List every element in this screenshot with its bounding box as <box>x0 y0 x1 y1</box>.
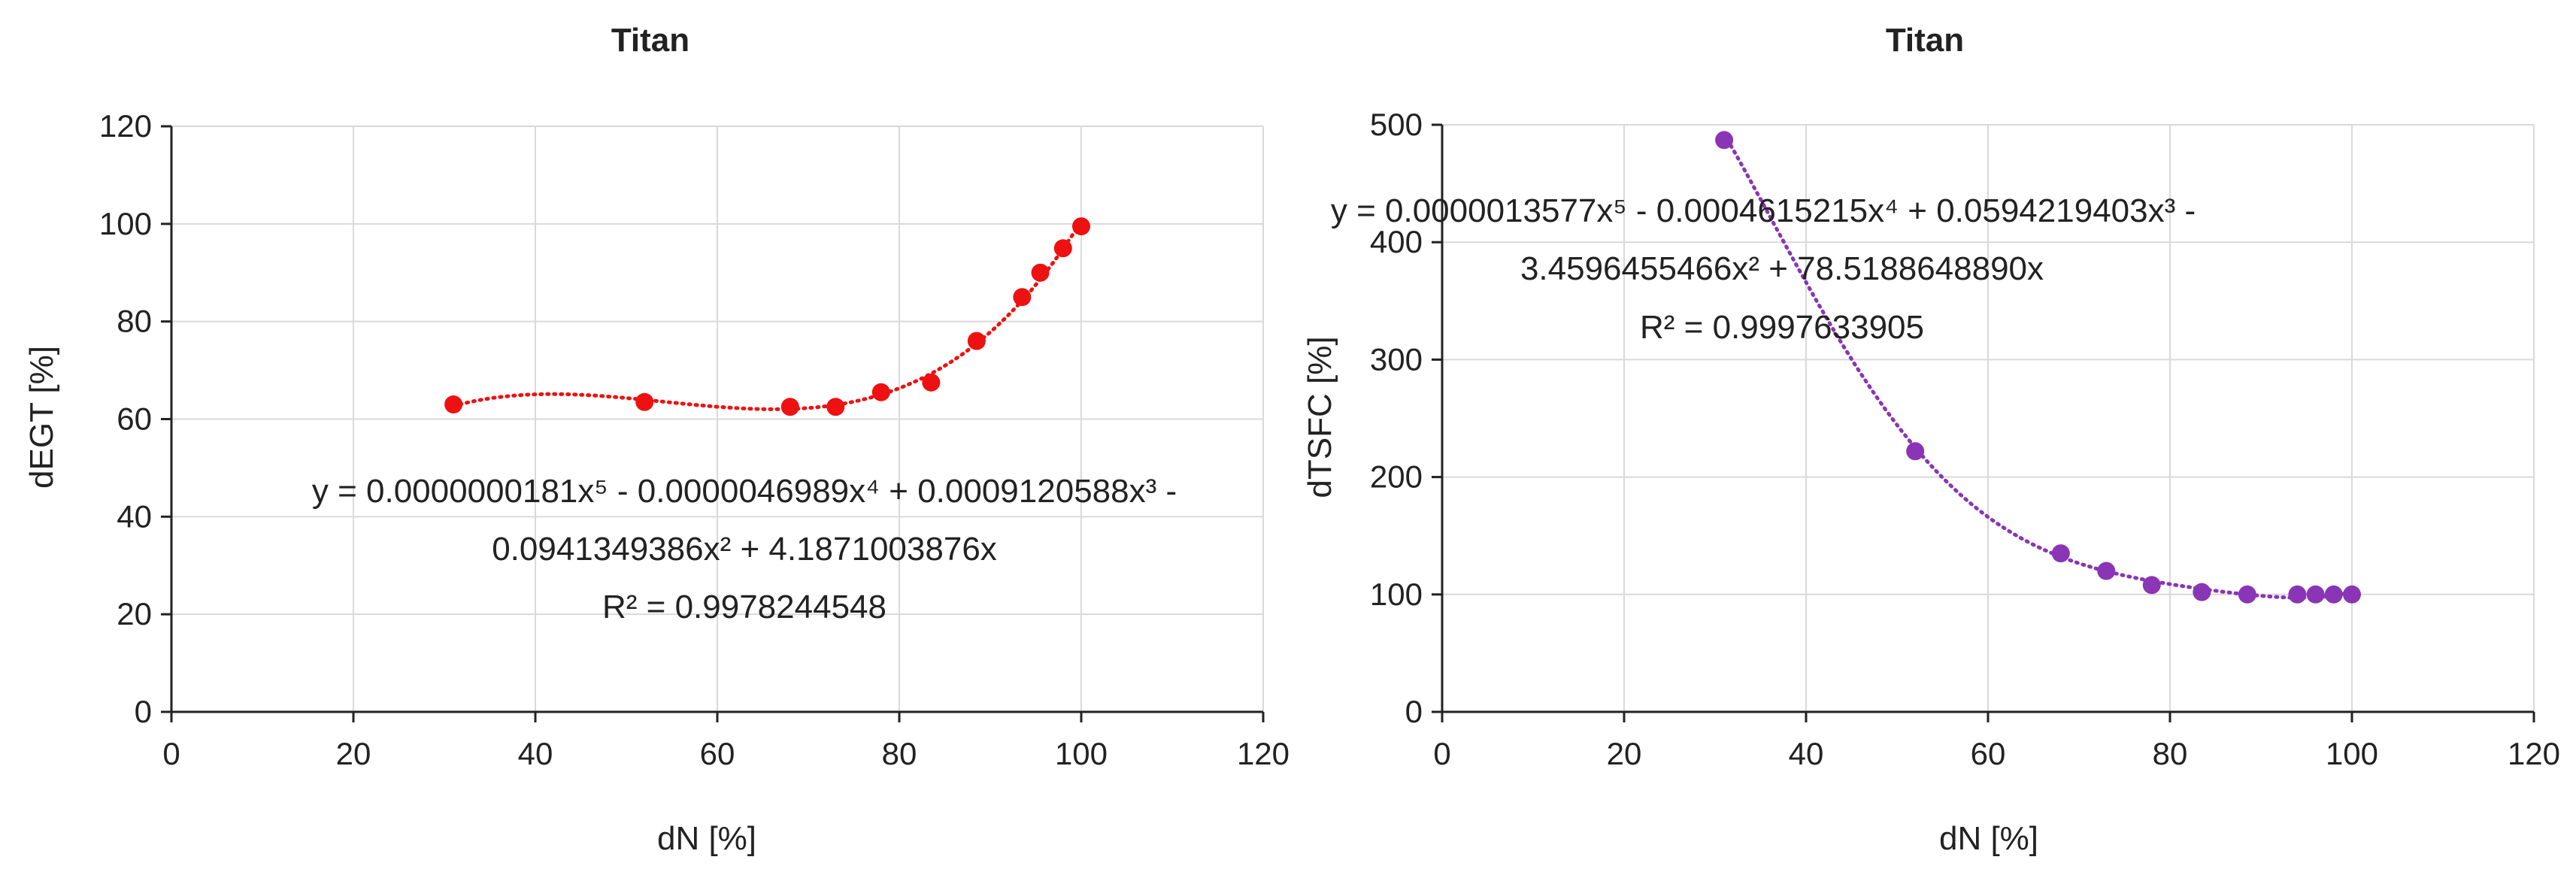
trendline-equation-line: 0.0941349386x² + 4.1871003876x <box>492 531 997 568</box>
y-tick-label: 400 <box>1370 224 1423 259</box>
x-tick-label: 0 <box>162 736 180 771</box>
data-point <box>2324 585 2343 604</box>
trendline <box>451 219 1083 411</box>
data-point <box>871 383 890 401</box>
data-point <box>1053 239 1072 258</box>
chart-2: 0 100 200 300 400 500 0 20 40 60 80 100 120 Titan dN [… <box>1302 22 2560 857</box>
x-tick-label: 120 <box>2508 736 2560 771</box>
x-tick-label: 20 <box>1607 736 1642 771</box>
y-tick-label: 80 <box>117 304 152 339</box>
trendline-equation-line: y = 0.0000013577x⁵ - 0.0004615215x⁴ + 0.… <box>1331 192 2196 229</box>
data-point <box>1072 217 1090 236</box>
x-tick-label: 80 <box>2153 736 2188 771</box>
y-tick-label: 100 <box>1370 577 1423 612</box>
data-point <box>922 373 941 392</box>
x-tick-label: 60 <box>1971 736 2006 771</box>
x-tick-label: 100 <box>2326 736 2378 771</box>
trendline-equation-line: 3.4596455466x² + 78.5188648890x <box>1520 250 2044 287</box>
x-axis-label: dN [%] <box>657 820 756 857</box>
y-axis-label: dTSFC [%] <box>1302 336 1338 498</box>
data-point <box>2343 585 2361 604</box>
chart-title: Titan <box>1886 22 1964 59</box>
x-tick-label: 0 <box>1433 736 1450 771</box>
y-tick-label: 0 <box>135 694 152 729</box>
data-point <box>444 395 463 414</box>
y-tick-label: 0 <box>1405 694 1423 729</box>
data-point <box>967 332 986 350</box>
y-tick-label: 20 <box>117 596 152 631</box>
y-tick-label: 120 <box>99 108 152 144</box>
y-tick-label: 100 <box>99 206 152 241</box>
data-point <box>2051 544 2070 563</box>
y-tick-label: 500 <box>1370 107 1423 142</box>
x-tick-label: 40 <box>518 736 553 771</box>
data-point <box>2238 585 2256 604</box>
y-tick-label: 40 <box>117 498 152 534</box>
data-point <box>1906 442 1925 461</box>
y-axis-label: dEGT [%] <box>23 346 60 489</box>
y-tick-label: 60 <box>117 401 152 437</box>
trendline-equation-line: R² = 0.9978244548 <box>602 589 886 625</box>
x-tick-label: 40 <box>1789 736 1824 771</box>
data-point <box>2097 562 2116 580</box>
data-point <box>1013 288 1032 307</box>
x-tick-label: 100 <box>1055 736 1108 771</box>
trendline-equation-line: y = 0.0000000181x⁵ - 0.0000046989x⁴ + 0.… <box>312 473 1177 510</box>
x-tick-label: 20 <box>336 736 371 771</box>
data-point <box>2288 585 2307 604</box>
x-tick-label: 80 <box>882 736 917 771</box>
x-tick-label: 120 <box>1237 736 1290 771</box>
data-point <box>1031 263 1050 282</box>
data-point <box>635 392 654 411</box>
data-point <box>2306 585 2325 604</box>
y-tick-label: 200 <box>1370 459 1423 495</box>
chart-1: 0 20 40 60 80 100 120 0 20 40 60 80 100 120 Titan dN [%… <box>23 22 1290 857</box>
data-point <box>2193 583 2211 601</box>
trendline-equation-line: R² = 0.9997633905 <box>1640 309 1924 346</box>
x-axis-label: dN [%] <box>1939 820 2038 857</box>
data-point <box>1715 131 1734 150</box>
x-tick-label: 60 <box>700 736 735 771</box>
data-point <box>780 398 799 416</box>
data-point <box>2142 576 2161 595</box>
chart-title: Titan <box>611 22 689 59</box>
data-point <box>826 398 845 416</box>
y-tick-label: 300 <box>1370 341 1423 377</box>
